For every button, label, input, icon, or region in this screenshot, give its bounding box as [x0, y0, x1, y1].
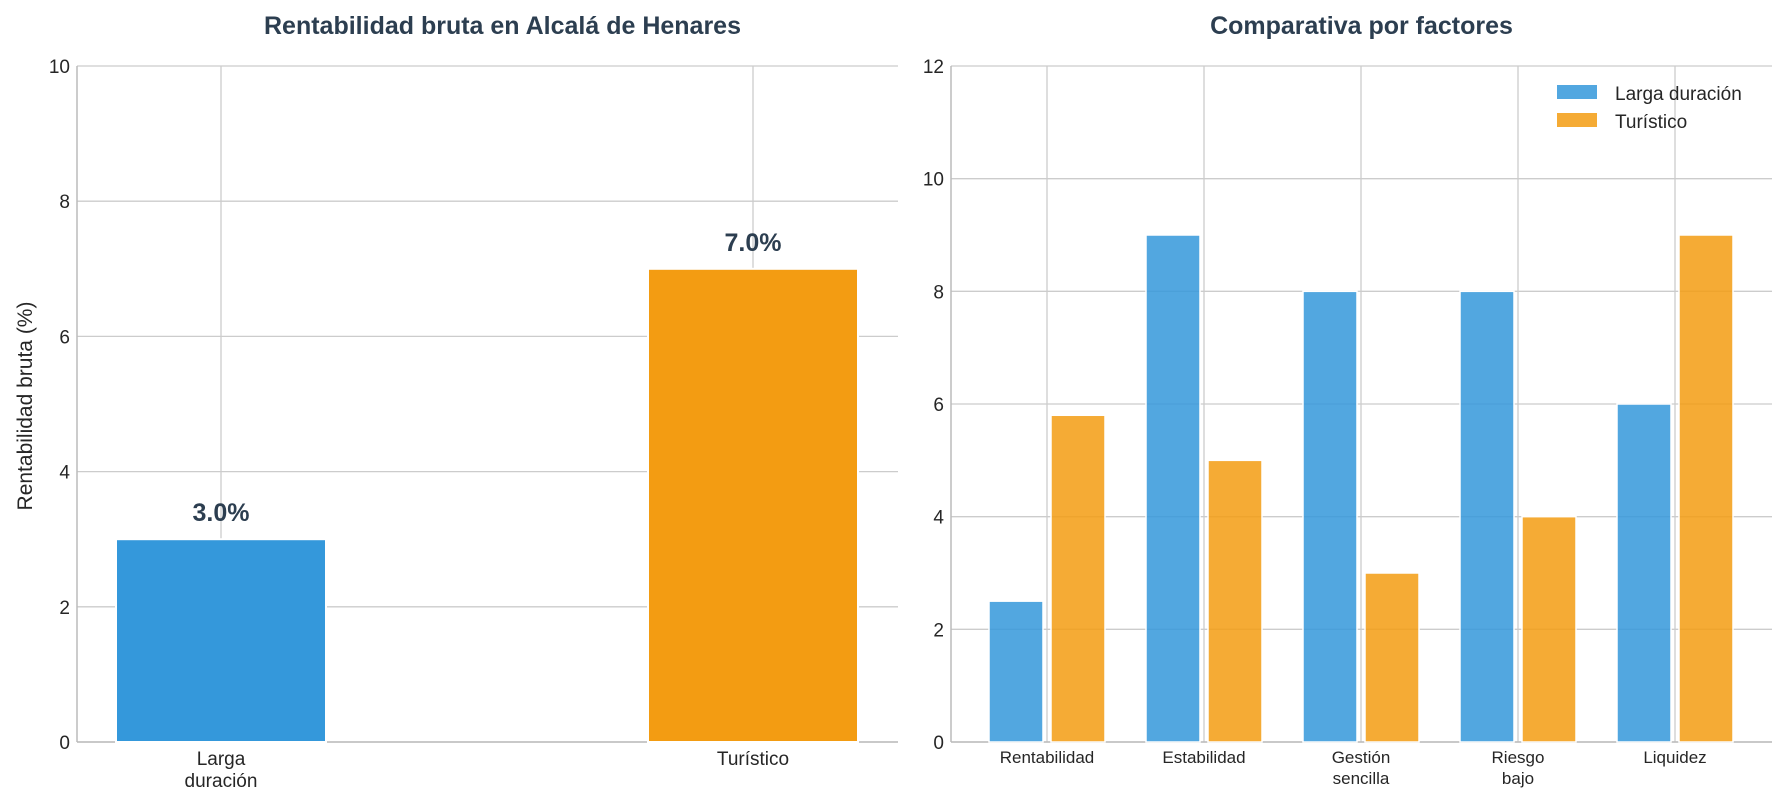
chart-1-y-tick-label: 4 — [59, 463, 70, 484]
chart-2-y-tick-label: 4 — [933, 508, 944, 529]
chart-2-bar-turistico — [1364, 572, 1420, 743]
chart-2-y-tick-label: 12 — [923, 57, 944, 78]
chart-2-bar-larga-duracion — [1616, 403, 1672, 743]
chart-2-x-tick-label: Estabilidad — [1162, 748, 1245, 767]
chart-2-y-tick-label: 6 — [933, 395, 944, 416]
chart-1-x-tick-label: Larga duración — [185, 749, 258, 792]
chart-1-x-tick-label: Turístico — [717, 749, 789, 770]
chart-1-data-label: 7.0% — [725, 229, 782, 257]
chart-2-x-tick-label: Rentabilidad — [1000, 748, 1095, 767]
chart-2-legend-label: Larga duración — [1615, 84, 1742, 105]
chart-2-bar-larga-duracion — [1302, 290, 1358, 743]
chart-2-y-tick-label: 10 — [923, 170, 944, 191]
chart-2-y-tick-label: 2 — [933, 620, 944, 641]
chart-2-legend-swatch — [1557, 113, 1597, 127]
chart-2-bar-turistico — [1521, 515, 1577, 743]
chart-2-y-tick-label: 8 — [933, 282, 944, 303]
chart-2-title: Comparativa por factores — [1210, 12, 1513, 40]
chart-2-bar-larga-duracion — [1459, 290, 1515, 743]
chart-1-y-tick-label: 2 — [59, 598, 70, 619]
chart-1-y-tick-label: 10 — [49, 57, 70, 78]
chart-2-x-tick-label: Liquidez — [1643, 748, 1706, 767]
chart-2-y-tick-label: 0 — [933, 733, 944, 754]
chart-2-bar-larga-duracion — [1145, 234, 1201, 743]
chart-2-legend-label: Turístico — [1615, 112, 1687, 133]
chart-1-data-label: 3.0% — [193, 499, 250, 527]
chart-1-y-tick-label: 0 — [59, 733, 70, 754]
chart-2-bar-turistico — [1678, 234, 1734, 743]
chart-2-bar-turistico — [1050, 414, 1106, 743]
chart-2-x-tick-label: Riesgo bajo — [1492, 748, 1545, 788]
chart-1-title: Rentabilidad bruta en Alcalá de Henares — [264, 12, 741, 40]
chart-1-bar — [115, 538, 327, 744]
chart-2-legend-swatch — [1557, 85, 1597, 99]
chart-1-y-tick-label: 8 — [59, 192, 70, 213]
chart-1-bar — [647, 267, 859, 743]
chart-1-y-tick-label: 6 — [59, 327, 70, 348]
chart-2-bar-turistico — [1207, 459, 1263, 743]
chart-2-bar-larga-duracion — [988, 600, 1044, 743]
chart-1-y-axis-label: Rentabilidad bruta (%) — [14, 302, 37, 511]
chart-2-x-tick-label: Gestión sencilla — [1332, 748, 1391, 788]
